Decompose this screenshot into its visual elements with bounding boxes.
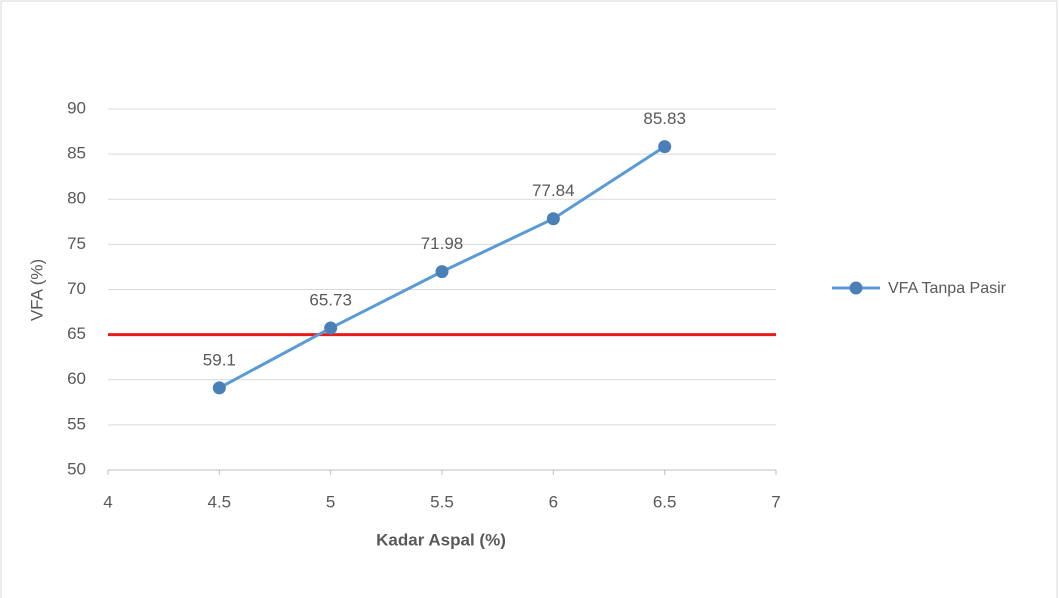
data-label: 77.84	[532, 181, 575, 200]
data-label: 59.1	[203, 350, 236, 369]
data-point	[436, 265, 449, 278]
data-label: 71.98	[421, 234, 464, 253]
y-tick-label: 85	[67, 144, 86, 163]
y-tick-label: 75	[67, 234, 86, 253]
y-axis-title: VFA (%)	[27, 259, 46, 321]
x-tick-label: 4	[103, 492, 112, 511]
data-point	[324, 322, 337, 335]
x-tick-label: 5	[326, 492, 335, 511]
x-tick-label: 6.5	[653, 492, 677, 511]
y-tick-label: 55	[67, 414, 86, 433]
data-point	[547, 212, 560, 225]
x-tick-label: 4.5	[208, 492, 232, 511]
data-label: 85.83	[643, 109, 686, 128]
chart-container: Kadar Aspal (%) VFA (%) 5055606570758085…	[0, 0, 1059, 598]
y-tick-label: 65	[67, 324, 86, 343]
y-tick-label: 60	[67, 369, 86, 388]
legend-label: VFA Tanpa Pasir	[888, 278, 1008, 300]
x-axis-title: Kadar Aspal (%)	[376, 530, 506, 549]
x-tick-label: 6	[549, 492, 558, 511]
data-label: 65.73	[309, 291, 352, 310]
legend-marker	[850, 282, 863, 295]
data-point	[213, 381, 226, 394]
y-tick-label: 70	[67, 279, 86, 298]
y-tick-label: 80	[67, 189, 86, 208]
y-tick-label: 90	[67, 98, 86, 117]
x-tick-label: 5.5	[430, 492, 454, 511]
y-tick-label: 50	[67, 459, 86, 478]
x-tick-label: 7	[771, 492, 780, 511]
data-point	[658, 140, 671, 153]
